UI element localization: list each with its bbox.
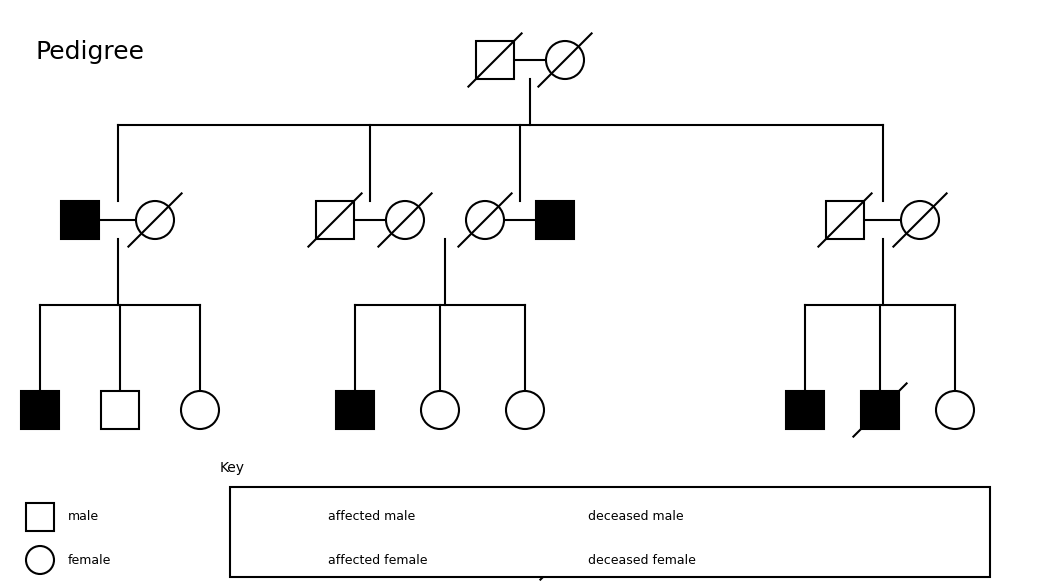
Bar <box>101 391 139 429</box>
Bar <box>476 41 514 79</box>
Ellipse shape <box>386 201 424 239</box>
Ellipse shape <box>506 391 544 429</box>
Text: affected female: affected female <box>328 553 428 566</box>
Bar <box>336 391 374 429</box>
Ellipse shape <box>286 546 314 574</box>
Ellipse shape <box>421 391 459 429</box>
Bar <box>316 201 354 239</box>
Bar <box>286 503 314 531</box>
Bar <box>546 503 573 531</box>
Bar <box>21 391 59 429</box>
Text: Pedigree: Pedigree <box>35 40 144 64</box>
Bar <box>826 201 864 239</box>
Ellipse shape <box>546 546 573 574</box>
Ellipse shape <box>181 391 219 429</box>
Bar <box>61 201 99 239</box>
Bar <box>230 487 990 577</box>
Ellipse shape <box>546 41 584 79</box>
Ellipse shape <box>936 391 974 429</box>
Text: female: female <box>68 553 112 566</box>
Bar <box>861 391 900 429</box>
Ellipse shape <box>901 201 939 239</box>
Text: affected male: affected male <box>328 511 415 524</box>
Text: male: male <box>68 511 99 524</box>
Bar <box>25 503 54 531</box>
Text: Key: Key <box>220 461 245 475</box>
Text: deceased female: deceased female <box>588 553 696 566</box>
Ellipse shape <box>25 546 54 574</box>
Bar <box>786 391 824 429</box>
Ellipse shape <box>466 201 504 239</box>
Bar <box>536 201 573 239</box>
Text: deceased male: deceased male <box>588 511 684 524</box>
Ellipse shape <box>136 201 174 239</box>
